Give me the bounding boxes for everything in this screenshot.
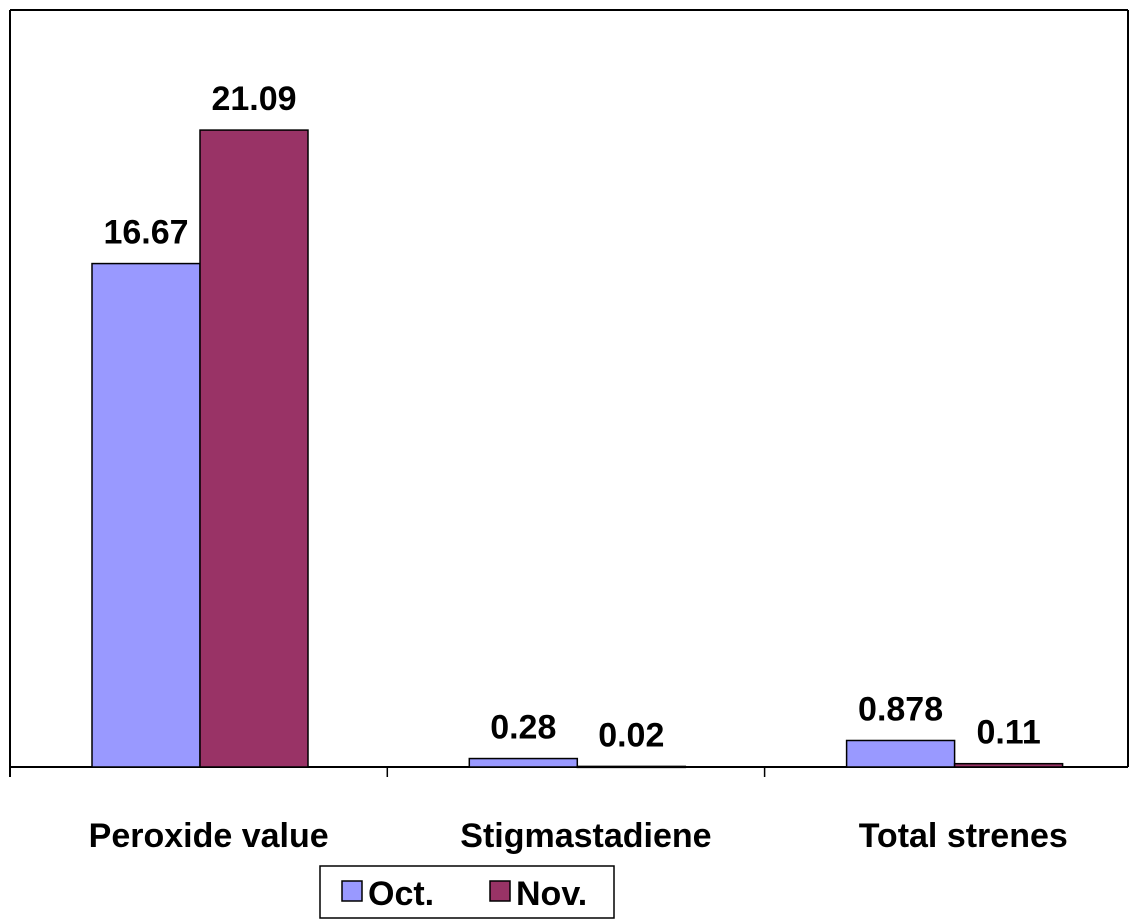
category-label: Stigmastadiene — [460, 817, 711, 855]
data-label: 21.09 — [211, 80, 296, 118]
category-label: Peroxide value — [89, 817, 329, 855]
data-label: 0.878 — [858, 690, 943, 728]
legend: Oct. Nov. — [319, 865, 615, 919]
bar-nov-stigmastadiene — [576, 765, 687, 769]
bars — [91, 129, 1064, 769]
bar-nov-total-strenes — [953, 762, 1064, 768]
bar-nov-peroxide-value — [199, 129, 309, 768]
legend-label: Oct. — [368, 875, 434, 913]
legend-swatch — [489, 880, 511, 902]
bar-oct-peroxide-value — [91, 262, 201, 768]
legend-label: Nov. — [516, 875, 587, 913]
data-label: 0.02 — [598, 716, 664, 754]
bar-oct-stigmastadiene — [468, 757, 579, 768]
data-label: 0.11 — [976, 714, 1040, 752]
category-labels: Peroxide value Stigmastadiene Total strene… — [89, 817, 1068, 855]
legend-swatch — [341, 880, 363, 902]
data-labels: 16.67 21.09 0.28 0.02 0.878 0.11 — [103, 80, 1040, 754]
bar-oct-total-strenes — [845, 739, 956, 768]
data-label: 16.67 — [103, 214, 188, 252]
legend-box — [319, 865, 615, 919]
category-label: Total strenes — [859, 817, 1068, 855]
data-label: 0.28 — [490, 709, 556, 747]
